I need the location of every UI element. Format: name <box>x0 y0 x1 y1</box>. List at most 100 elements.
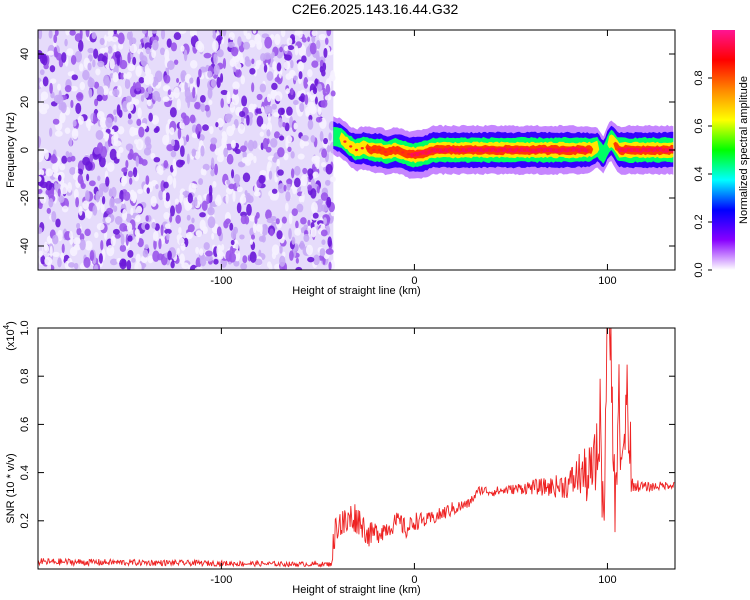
colorbar-label: Normalized spectral amplitude <box>738 76 750 224</box>
noise-speckle <box>324 37 329 45</box>
noise-speckle <box>239 195 247 204</box>
noise-speckle <box>227 41 235 48</box>
noise-speckle <box>153 239 157 250</box>
noise-speckle <box>146 187 150 194</box>
y-tick-label: 0 <box>19 147 31 153</box>
noise-speckle <box>213 258 219 265</box>
noise-speckle <box>144 223 150 231</box>
noise-speckle <box>313 254 320 266</box>
noise-speckle <box>162 96 170 102</box>
noise-speckle <box>252 30 257 34</box>
noise-speckle <box>152 231 159 242</box>
noise-speckle <box>208 185 213 196</box>
noise-speckle <box>38 150 44 161</box>
colorbar-tick-label: 0.2 <box>693 214 705 229</box>
signal-peak <box>482 148 486 152</box>
noise-speckle <box>127 235 133 242</box>
noise-speckle <box>325 163 333 175</box>
noise-speckle <box>189 59 198 69</box>
noise-speckle <box>65 150 70 158</box>
signal-peak <box>586 148 590 152</box>
noise-speckle <box>100 201 105 214</box>
noise-speckle <box>290 168 295 179</box>
noise-speckle <box>47 189 55 199</box>
snr-x-ticks: -100 0 100 <box>210 328 617 586</box>
noise-speckle <box>127 52 131 64</box>
signal-peak <box>441 148 445 152</box>
noise-speckle <box>79 81 86 91</box>
noise-speckle <box>93 264 99 270</box>
noise-speckle <box>308 102 315 114</box>
noise-speckle <box>140 94 145 102</box>
signal-peak <box>540 148 544 152</box>
noise-speckle <box>166 144 175 152</box>
noise-speckle <box>269 263 273 270</box>
noise-speckle <box>322 62 327 72</box>
noise-speckle <box>151 221 156 229</box>
noise-speckle <box>78 205 83 216</box>
noise-speckle <box>38 250 44 257</box>
noise-speckle <box>241 95 248 107</box>
noise-speckle <box>84 209 90 218</box>
noise-speckle <box>233 88 239 95</box>
noise-speckle <box>307 219 311 227</box>
noise-speckle <box>87 122 91 132</box>
noise-speckle <box>70 55 77 65</box>
noise-speckle <box>121 175 128 185</box>
noise-speckle <box>172 158 177 171</box>
noise-speckle <box>323 47 328 58</box>
noise-speckle <box>167 250 172 261</box>
noise-speckle <box>249 239 254 245</box>
noise-speckle <box>106 207 114 215</box>
noise-speckle <box>208 99 213 106</box>
noise-speckle <box>202 169 207 176</box>
noise-speckle <box>271 82 278 91</box>
noise-speckle <box>84 228 91 237</box>
noise-speckle <box>125 160 129 169</box>
noise-speckle <box>260 53 267 62</box>
noise-speckle <box>88 88 93 99</box>
noise-speckle <box>307 256 315 263</box>
noise-speckle <box>307 69 313 78</box>
noise-speckle <box>170 150 177 158</box>
noise-speckle <box>129 43 138 54</box>
noise-speckle <box>96 94 103 102</box>
noise-speckle <box>150 152 156 160</box>
noise-speckle <box>41 53 48 66</box>
noise-speckle <box>71 74 78 81</box>
noise-speckle <box>114 233 121 239</box>
noise-speckle <box>39 193 47 204</box>
noise-speckle <box>240 215 247 225</box>
noise-speckle <box>200 103 206 113</box>
noise-speckle <box>167 175 173 185</box>
noise-speckle <box>49 65 56 73</box>
spectrogram-x-label: Height of straight line (km) <box>292 285 420 297</box>
signal-peak <box>650 148 654 152</box>
noise-speckle <box>84 190 90 202</box>
noise-speckle <box>39 81 43 88</box>
noise-speckle <box>327 236 332 248</box>
noise-speckle <box>151 30 158 34</box>
noise-speckle <box>187 96 191 109</box>
noise-speckle <box>276 158 280 168</box>
noise-speckle <box>184 81 188 93</box>
noise-speckle <box>132 127 140 136</box>
signal-peak <box>389 150 393 153</box>
noise-speckle <box>286 37 293 46</box>
signal-peak <box>644 148 648 152</box>
noise-speckle <box>156 165 164 174</box>
noise-speckle <box>283 60 291 70</box>
noise-speckle <box>110 235 116 247</box>
noise-speckle <box>293 122 298 130</box>
noise-speckle <box>137 107 142 119</box>
noise-speckle <box>228 252 237 263</box>
noise-speckle <box>299 102 305 113</box>
noise-speckle <box>236 202 242 214</box>
noise-speckle <box>173 59 179 65</box>
snr-x-label: Height of straight line (km) <box>292 584 420 596</box>
noise-speckle <box>220 73 224 83</box>
snr-y-ticks: 0.2 0.4 0.6 0.8 1.0 <box>19 320 675 528</box>
noise-speckle <box>74 50 83 63</box>
noise-speckle <box>61 243 65 254</box>
noise-region <box>38 30 336 270</box>
